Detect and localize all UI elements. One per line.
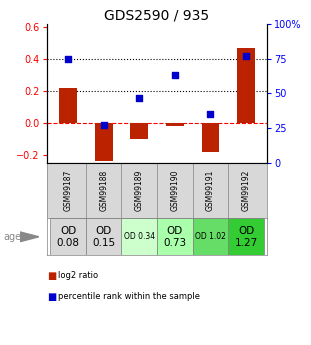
Text: ■: ■ [47, 292, 56, 302]
Text: GSM99188: GSM99188 [99, 170, 108, 211]
Text: OD
0.08: OD 0.08 [57, 226, 80, 248]
Polygon shape [20, 232, 39, 241]
Text: ■: ■ [47, 271, 56, 281]
Bar [237, 48, 255, 123]
Text: log2 ratio: log2 ratio [58, 272, 98, 280]
Bar [157, 218, 193, 255]
Text: GSM99189: GSM99189 [135, 170, 144, 211]
Text: GSM99191: GSM99191 [206, 170, 215, 211]
Point [208, 111, 213, 117]
Text: GSM99192: GSM99192 [242, 170, 251, 211]
Bar [166, 123, 184, 126]
Bar [121, 218, 157, 255]
Bar [228, 218, 264, 255]
Bar [130, 123, 148, 139]
Text: OD 1.02: OD 1.02 [195, 232, 226, 241]
Bar [193, 218, 228, 255]
Text: OD
1.27: OD 1.27 [234, 226, 258, 248]
Text: GSM99190: GSM99190 [170, 170, 179, 211]
Bar [59, 88, 77, 123]
Point [172, 73, 177, 78]
Point [101, 122, 106, 128]
Point [137, 95, 142, 100]
Bar [95, 123, 113, 161]
Text: GSM99187: GSM99187 [63, 170, 72, 211]
Point [66, 56, 71, 61]
Text: age: age [3, 232, 21, 242]
Text: OD
0.15: OD 0.15 [92, 226, 115, 248]
Text: OD 0.34: OD 0.34 [124, 232, 155, 241]
Bar [86, 218, 121, 255]
Point [244, 53, 248, 59]
Bar [202, 123, 219, 152]
Text: percentile rank within the sample: percentile rank within the sample [58, 292, 200, 301]
Bar [50, 218, 86, 255]
Text: OD
0.73: OD 0.73 [163, 226, 186, 248]
Title: GDS2590 / 935: GDS2590 / 935 [104, 9, 210, 23]
